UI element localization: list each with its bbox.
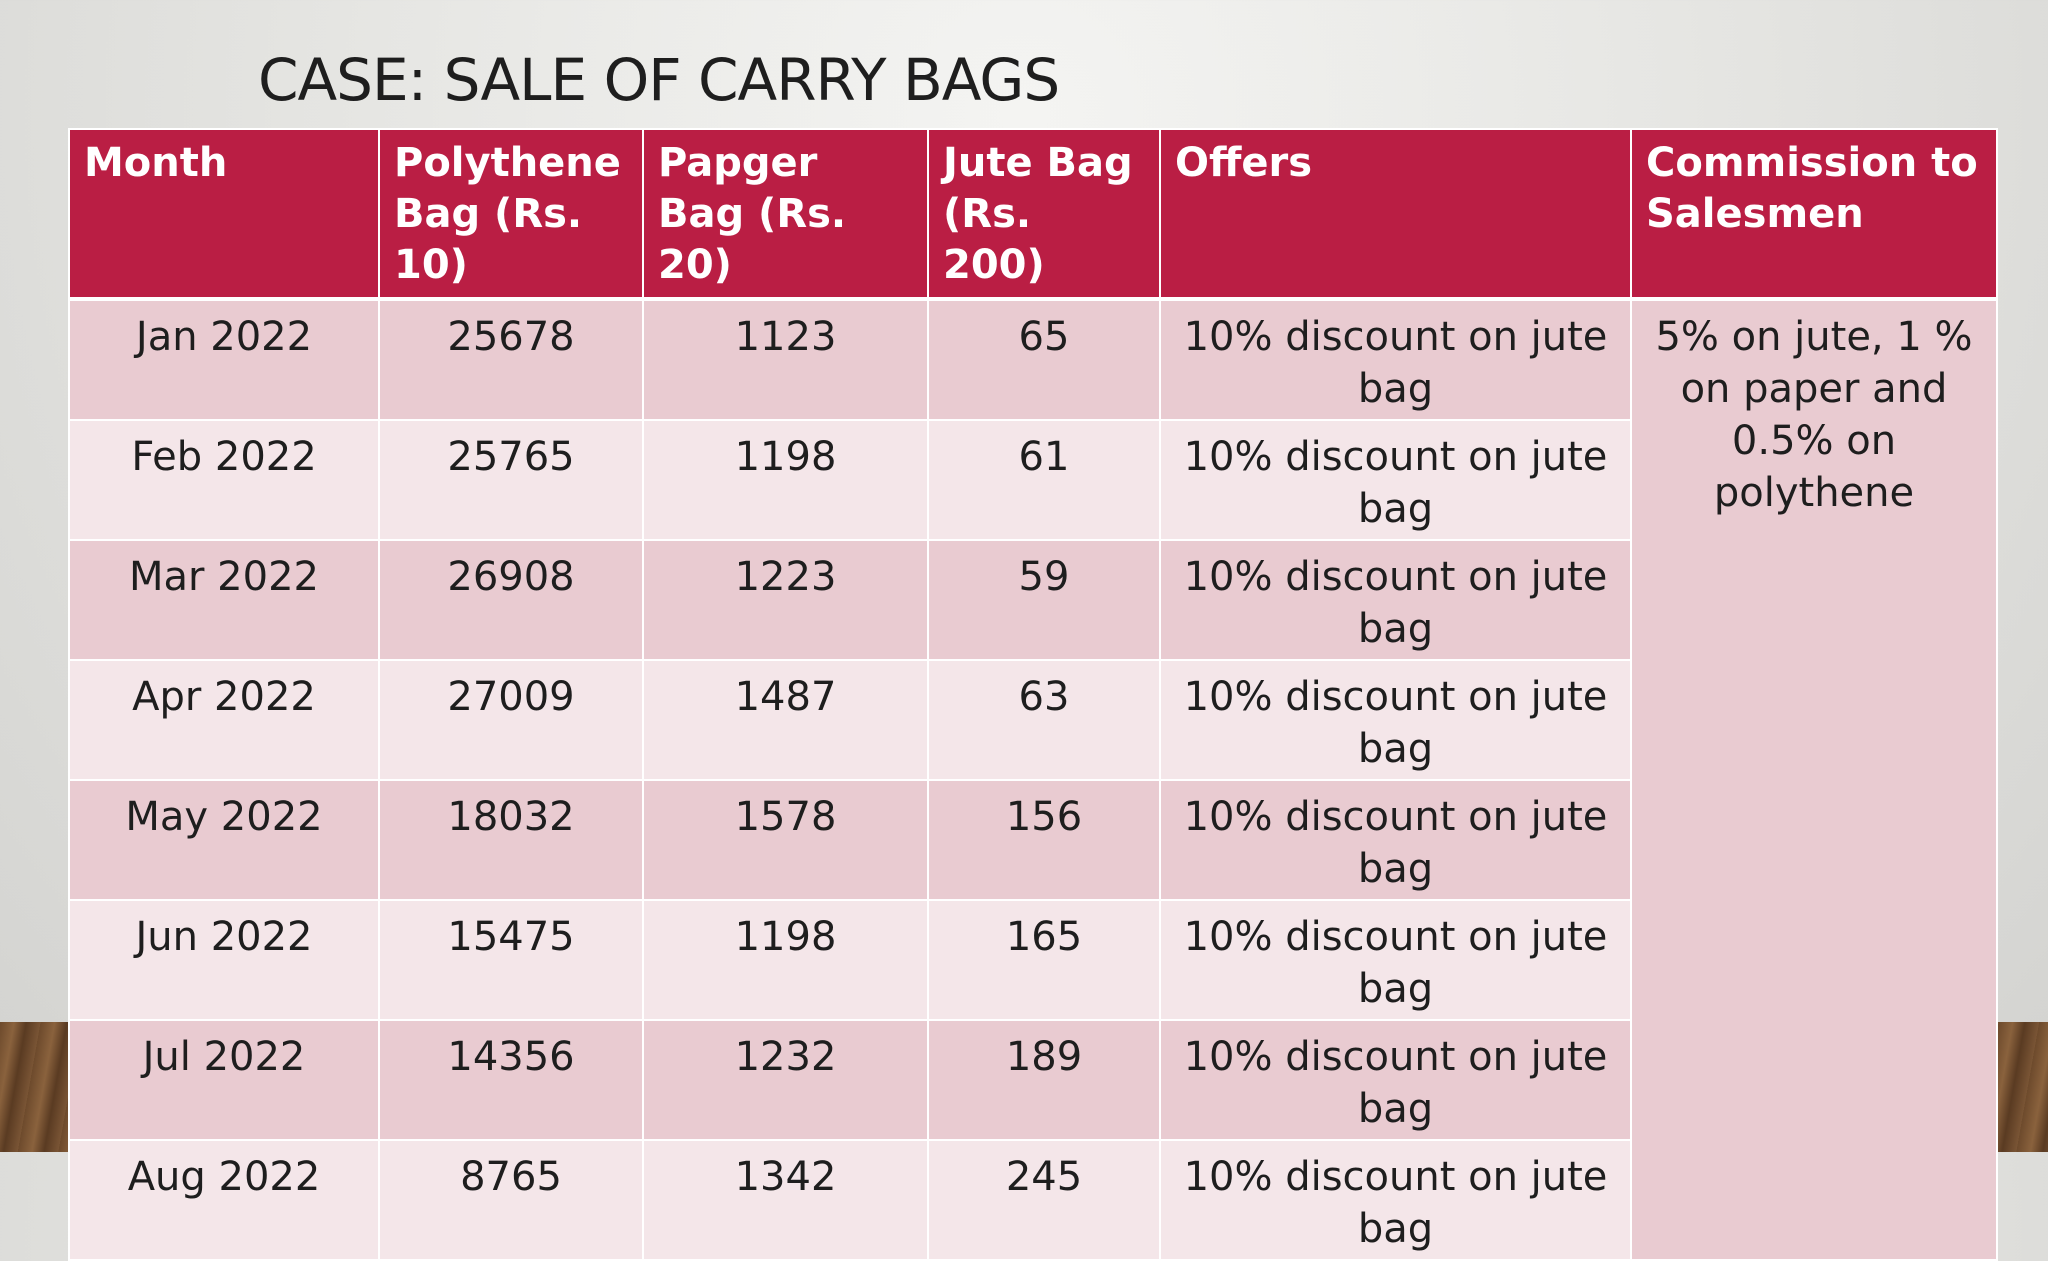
cell-month: Aug 2022 <box>68 1139 380 1261</box>
cell-month: Apr 2022 <box>68 659 380 781</box>
cell-jute: 245 <box>927 1139 1161 1261</box>
cell-paper: 1487 <box>642 659 929 781</box>
cell-offer: 10% discount on jute bag <box>1159 1139 1632 1261</box>
cell-paper: 1198 <box>642 899 929 1021</box>
header-polythene-bag: Polythene Bag (Rs. 10) <box>378 128 644 301</box>
cell-offer: 10% discount on jute bag <box>1159 899 1632 1021</box>
cell-offer: 10% discount on jute bag <box>1159 298 1632 421</box>
cell-polythene: 27009 <box>378 659 644 781</box>
cell-commission: 5% on jute, 1 % on paper and 0.5% on pol… <box>1630 298 1998 1261</box>
cell-jute: 61 <box>927 419 1161 541</box>
header-jute-bag: Jute Bag (Rs. 200) <box>927 128 1161 301</box>
sales-table: Month Polythene Bag (Rs. 10) Papger Bag … <box>68 128 1998 1261</box>
table-row: Feb 2022 25765 1198 61 10% discount on j… <box>68 419 1997 541</box>
slide-title: CASE: SALE OF CARRY BAGS <box>258 46 1060 114</box>
cell-paper: 1342 <box>642 1139 929 1261</box>
cell-month: Jul 2022 <box>68 1019 380 1141</box>
cell-month: Mar 2022 <box>68 539 380 661</box>
cell-jute: 156 <box>927 779 1161 901</box>
table-row: Apr 2022 27009 1487 63 10% discount on j… <box>68 659 1997 781</box>
cell-offer: 10% discount on jute bag <box>1159 1019 1632 1141</box>
cell-offer: 10% discount on jute bag <box>1159 659 1632 781</box>
cell-polythene: 25765 <box>378 419 644 541</box>
cell-polythene: 15475 <box>378 899 644 1021</box>
header-commission: Commission to Salesmen <box>1630 128 1998 301</box>
header-paper-bag: Papger Bag (Rs. 20) <box>642 128 929 301</box>
cell-polythene: 25678 <box>378 298 644 421</box>
cell-polythene: 18032 <box>378 779 644 901</box>
cell-paper: 1232 <box>642 1019 929 1141</box>
cell-month: May 2022 <box>68 779 380 901</box>
table-row: May 2022 18032 1578 156 10% discount on … <box>68 779 1997 901</box>
cell-offer: 10% discount on jute bag <box>1159 539 1632 661</box>
header-offers: Offers <box>1159 128 1632 301</box>
cell-month: Jan 2022 <box>68 298 380 421</box>
cell-jute: 65 <box>927 298 1161 421</box>
cell-month: Jun 2022 <box>68 899 380 1021</box>
table-header-row: Month Polythene Bag (Rs. 10) Papger Bag … <box>68 128 1998 301</box>
cell-polythene: 26908 <box>378 539 644 661</box>
cell-paper: 1223 <box>642 539 929 661</box>
cell-offer: 10% discount on jute bag <box>1159 779 1632 901</box>
cell-paper: 1198 <box>642 419 929 541</box>
header-month: Month <box>68 128 380 301</box>
table-row: Jul 2022 14356 1232 189 10% discount on … <box>68 1019 1997 1141</box>
cell-paper: 1123 <box>642 298 929 421</box>
cell-paper: 1578 <box>642 779 929 901</box>
cell-jute: 63 <box>927 659 1161 781</box>
cell-jute: 189 <box>927 1019 1161 1141</box>
table-row: Jun 2022 15475 1198 165 10% discount on … <box>68 899 1997 1021</box>
table-row: Jan 2022 25678 1123 65 10% discount on j… <box>68 298 1998 1261</box>
cell-offer: 10% discount on jute bag <box>1159 419 1632 541</box>
table-row: Mar 2022 26908 1223 59 10% discount on j… <box>68 539 1997 661</box>
cell-jute: 165 <box>927 899 1161 1021</box>
cell-polythene: 14356 <box>378 1019 644 1141</box>
cell-polythene: 8765 <box>378 1139 644 1261</box>
cell-jute: 59 <box>927 539 1161 661</box>
cell-month: Feb 2022 <box>68 419 380 541</box>
